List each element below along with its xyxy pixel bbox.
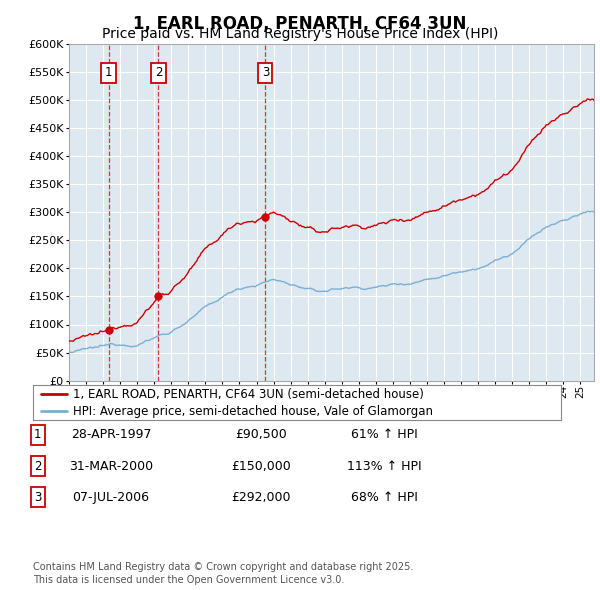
Text: 2: 2: [34, 460, 41, 473]
Text: HPI: Average price, semi-detached house, Vale of Glamorgan: HPI: Average price, semi-detached house,…: [73, 405, 433, 418]
Text: 68% ↑ HPI: 68% ↑ HPI: [350, 491, 418, 504]
Text: 3: 3: [34, 491, 41, 504]
Text: Price paid vs. HM Land Registry's House Price Index (HPI): Price paid vs. HM Land Registry's House …: [102, 27, 498, 41]
Text: 1, EARL ROAD, PENARTH, CF64 3UN: 1, EARL ROAD, PENARTH, CF64 3UN: [133, 15, 467, 34]
Text: 113% ↑ HPI: 113% ↑ HPI: [347, 460, 421, 473]
Text: 61% ↑ HPI: 61% ↑ HPI: [350, 428, 418, 441]
Text: £150,000: £150,000: [231, 460, 291, 473]
Text: £292,000: £292,000: [231, 491, 291, 504]
Text: 1: 1: [105, 66, 112, 79]
Text: 1, EARL ROAD, PENARTH, CF64 3UN (semi-detached house): 1, EARL ROAD, PENARTH, CF64 3UN (semi-de…: [73, 388, 424, 401]
Text: Contains HM Land Registry data © Crown copyright and database right 2025.
This d: Contains HM Land Registry data © Crown c…: [33, 562, 413, 585]
Text: 28-APR-1997: 28-APR-1997: [71, 428, 151, 441]
Text: £90,500: £90,500: [235, 428, 287, 441]
Text: 2: 2: [155, 66, 162, 79]
Text: 07-JUL-2006: 07-JUL-2006: [73, 491, 149, 504]
Text: 31-MAR-2000: 31-MAR-2000: [69, 460, 153, 473]
Text: 1: 1: [34, 428, 41, 441]
Text: 3: 3: [262, 66, 269, 79]
